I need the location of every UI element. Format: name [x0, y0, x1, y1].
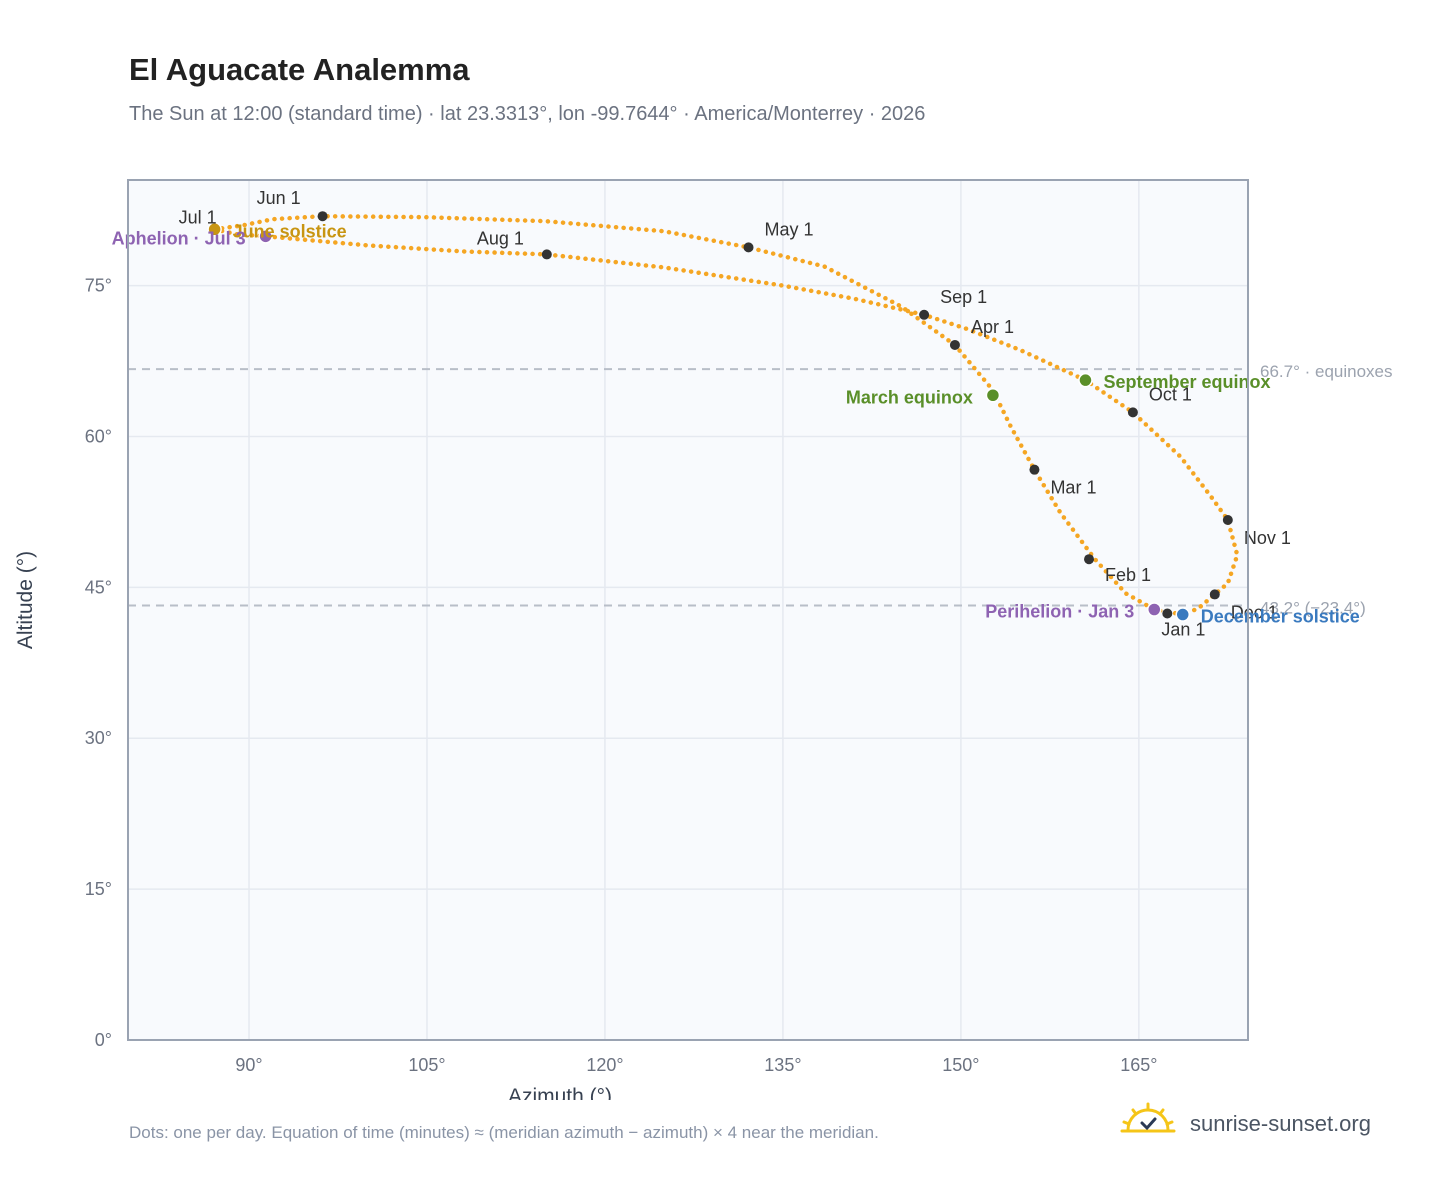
- x-tick-label: 90°: [235, 1055, 262, 1075]
- plot-area: [128, 180, 1248, 1040]
- month-label: Apr 1: [971, 317, 1014, 337]
- event-label: December solstice: [1201, 607, 1360, 627]
- brand-logo[interactable]: sunrise-sunset.org: [1120, 1100, 1390, 1144]
- month-marker: [949, 339, 960, 350]
- month-label: Jun 1: [257, 188, 301, 208]
- event-marker: [1175, 607, 1190, 622]
- month-label: Aug 1: [477, 228, 524, 248]
- month-label: Oct 1: [1149, 384, 1192, 404]
- reference-line-label: 66.7° · equinoxes: [1260, 362, 1393, 381]
- y-axis-label: Altitude (°): [14, 551, 37, 649]
- sun-logo-icon: [1120, 1102, 1176, 1133]
- plot-frame: [127, 179, 1249, 1041]
- month-label: Nov 1: [1244, 528, 1291, 548]
- x-tick-label: 135°: [764, 1055, 801, 1075]
- x-tick-label: 120°: [586, 1055, 623, 1075]
- reference-line-label: 43.2° (−23.4°): [1260, 598, 1366, 617]
- y-tick-label: 15°: [85, 879, 112, 899]
- month-marker: [541, 249, 552, 260]
- event-label: June solstice: [233, 221, 347, 241]
- chart-title: El Aguacate Analemma: [129, 52, 470, 87]
- month-marker: [1209, 589, 1220, 600]
- month-marker: [1029, 464, 1040, 475]
- month-marker: [1084, 554, 1095, 565]
- y-tick-label: 60°: [85, 426, 112, 446]
- month-marker: [317, 211, 328, 222]
- month-label: Sep 1: [940, 287, 987, 307]
- month-label: Jan 1: [1161, 620, 1205, 640]
- month-label: May 1: [765, 219, 814, 239]
- event-marker: [258, 229, 273, 244]
- event-marker: [1147, 602, 1162, 617]
- y-tick-label: 45°: [85, 577, 112, 597]
- y-tick-label: 75°: [85, 276, 112, 296]
- month-marker: [919, 309, 930, 320]
- analemma-chart: 66.7° · equinoxes 43.2° (−23.4°) Jan 1 Feb…: [14, 179, 1393, 1100]
- month-marker: [1127, 407, 1138, 418]
- month-marker: [1162, 608, 1173, 619]
- event-marker: [207, 222, 222, 237]
- month-marker: [743, 242, 754, 253]
- brand-name: sunrise-sunset.org: [1190, 1111, 1371, 1136]
- event-label: March equinox: [846, 387, 973, 407]
- event-marker: [985, 388, 1001, 403]
- month-marker: [1222, 514, 1233, 525]
- analemma-path: [212, 213, 1240, 617]
- y-tick-label: 30°: [85, 728, 112, 748]
- y-tick-label: 0°: [95, 1030, 112, 1050]
- x-tick-label: 150°: [942, 1055, 979, 1075]
- event-label: Perihelion · Jan 3: [985, 601, 1134, 621]
- chart-footnote: Dots: one per day. Equation of time (min…: [129, 1123, 879, 1142]
- month-label: Mar 1: [1050, 478, 1096, 498]
- x-axis-label: Azimuth (°): [508, 1085, 612, 1100]
- x-tick-label: 165°: [1120, 1055, 1157, 1075]
- month-label: Feb 1: [1105, 565, 1151, 585]
- x-tick-label: 105°: [408, 1055, 445, 1075]
- month-label: Dec 1: [1231, 602, 1278, 622]
- chart-subtitle: The Sun at 12:00 (standard time) · lat 2…: [129, 103, 926, 125]
- event-marker: [1078, 372, 1093, 388]
- event-label: Aphelion · Jul 3: [112, 228, 246, 248]
- month-label: Jul 1: [179, 207, 217, 227]
- event-label: September equinox: [1103, 372, 1270, 392]
